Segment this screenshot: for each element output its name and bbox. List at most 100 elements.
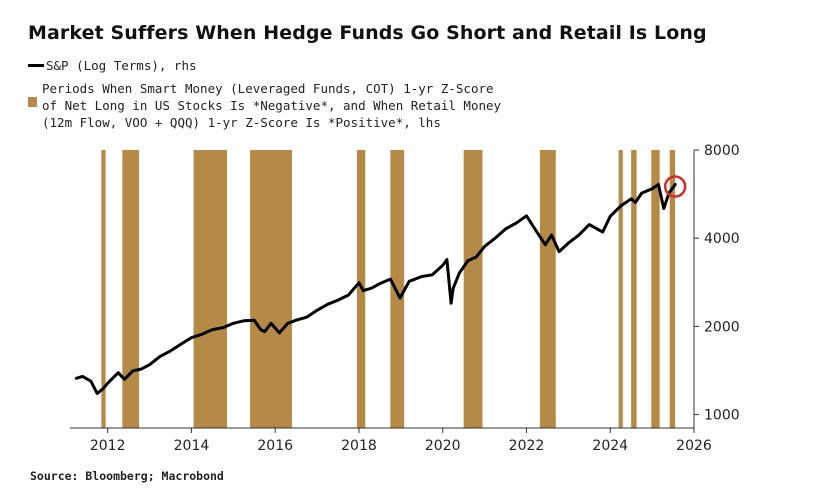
sp-point bbox=[362, 289, 364, 292]
sp-point bbox=[494, 237, 496, 239]
sp-point bbox=[458, 272, 461, 274]
sp-point bbox=[408, 280, 410, 282]
sp-point bbox=[169, 350, 172, 352]
x-tick-label: 2016 bbox=[257, 438, 293, 454]
plot-frame bbox=[70, 150, 695, 429]
sp-point bbox=[399, 297, 401, 299]
sp-point bbox=[609, 215, 611, 217]
source-note: Source: Bloomberg; Macrobond bbox=[30, 469, 224, 483]
shaded-period-3 bbox=[193, 150, 228, 428]
sp-point bbox=[442, 264, 444, 267]
sp-point bbox=[337, 299, 339, 301]
sp-point bbox=[201, 333, 203, 335]
sp-point bbox=[578, 234, 580, 236]
y-tick-label: 8000 bbox=[704, 143, 740, 159]
sp-point bbox=[295, 319, 297, 321]
sp-point bbox=[117, 372, 119, 374]
sp-point bbox=[504, 228, 507, 230]
sp-point bbox=[588, 224, 590, 226]
sp-point bbox=[253, 319, 255, 321]
shaded-period-6 bbox=[390, 150, 405, 428]
sp-point bbox=[389, 278, 391, 280]
sp-point bbox=[534, 228, 536, 230]
shaded-period-9 bbox=[618, 150, 623, 428]
sp-point bbox=[525, 215, 528, 217]
sp-point bbox=[278, 332, 280, 334]
x-tick-label: 2012 bbox=[90, 438, 126, 454]
sp-point bbox=[123, 378, 126, 380]
x-tick-label: 2024 bbox=[592, 438, 628, 454]
sp-point bbox=[159, 355, 161, 357]
y-tick-label: 2000 bbox=[704, 319, 740, 335]
sp-point bbox=[657, 183, 660, 186]
sp-line bbox=[74, 183, 677, 395]
sp-point bbox=[379, 282, 381, 285]
sp-point bbox=[132, 370, 134, 372]
legend-band-label-line-1: Periods When Smart Money (Leveraged Fund… bbox=[42, 81, 494, 96]
x-tick-label: 2018 bbox=[341, 438, 377, 454]
legend-line-swatch bbox=[28, 64, 44, 67]
x-tick-label: 2020 bbox=[425, 438, 461, 454]
sp-point bbox=[641, 192, 643, 194]
chart-title: Market Suffers When Hedge Funds Go Short… bbox=[28, 22, 707, 44]
sp-point bbox=[452, 287, 454, 289]
sp-point bbox=[567, 242, 569, 244]
sp-point bbox=[515, 222, 517, 224]
sp-point bbox=[211, 329, 213, 331]
sp-point bbox=[467, 260, 469, 262]
sp-point bbox=[663, 207, 665, 210]
sp-point bbox=[259, 329, 262, 331]
shaded-period-8 bbox=[539, 150, 556, 428]
sp-point bbox=[551, 234, 553, 236]
shaded-period-7 bbox=[463, 150, 483, 428]
x-axis: 2012 2014 2016 2018 2020 2022 2024 2026 bbox=[90, 428, 712, 454]
legend-band-label-line-2: of Net Long in US Stocks Is *Negative*, … bbox=[42, 98, 502, 113]
sp-point bbox=[190, 337, 193, 339]
sp-point bbox=[651, 188, 653, 190]
shaded-period-11 bbox=[651, 150, 660, 428]
legend-band-swatch bbox=[28, 97, 37, 107]
legend-sp-label: S&P (Log Terms), rhs bbox=[46, 58, 197, 73]
y-axis-right: 1000 2000 4000 8000 bbox=[694, 143, 740, 424]
sp-point bbox=[446, 259, 448, 261]
sp-point bbox=[544, 244, 546, 246]
sp-point bbox=[270, 322, 272, 324]
x-tick-label: 2014 bbox=[174, 438, 210, 454]
sp-point bbox=[107, 382, 109, 384]
sp-point bbox=[287, 322, 289, 324]
sp-point bbox=[602, 231, 604, 233]
sp-point bbox=[326, 303, 329, 305]
legend-bands: Periods When Smart Money (Leveraged Fund… bbox=[28, 80, 501, 131]
sp-point bbox=[421, 275, 423, 278]
highlight-circle bbox=[663, 175, 687, 198]
sp-point bbox=[180, 343, 182, 345]
sp-point bbox=[484, 245, 486, 248]
sp-point bbox=[232, 322, 234, 324]
shaded-periods bbox=[101, 150, 676, 428]
sp-point bbox=[475, 256, 477, 258]
sp-point bbox=[148, 364, 151, 366]
legend-sp: S&P (Log Terms), rhs bbox=[28, 58, 197, 73]
sp-point bbox=[630, 198, 632, 200]
sp-point bbox=[620, 205, 622, 207]
sp-point bbox=[370, 287, 373, 289]
sp-point bbox=[96, 392, 98, 395]
sp-point bbox=[431, 274, 433, 276]
sp-point bbox=[75, 377, 77, 379]
sp-point bbox=[347, 294, 350, 296]
sp-point bbox=[222, 327, 224, 329]
sp-point bbox=[306, 316, 308, 318]
legend-band-label-line-3: (12m Flow, VOO + QQQ) 1-yr Z-Score Is *P… bbox=[42, 115, 441, 130]
sp-point bbox=[316, 309, 318, 311]
annotation-group bbox=[663, 175, 687, 198]
shaded-period-12 bbox=[669, 150, 676, 428]
sp-point bbox=[243, 320, 245, 322]
sp-line-group bbox=[74, 183, 677, 395]
shaded-period-4 bbox=[250, 150, 292, 428]
sp-point bbox=[358, 282, 360, 284]
sp-point bbox=[558, 251, 560, 253]
y-tick-label: 1000 bbox=[704, 408, 740, 424]
shaded-period-10 bbox=[631, 150, 637, 428]
sp-point bbox=[140, 368, 142, 370]
